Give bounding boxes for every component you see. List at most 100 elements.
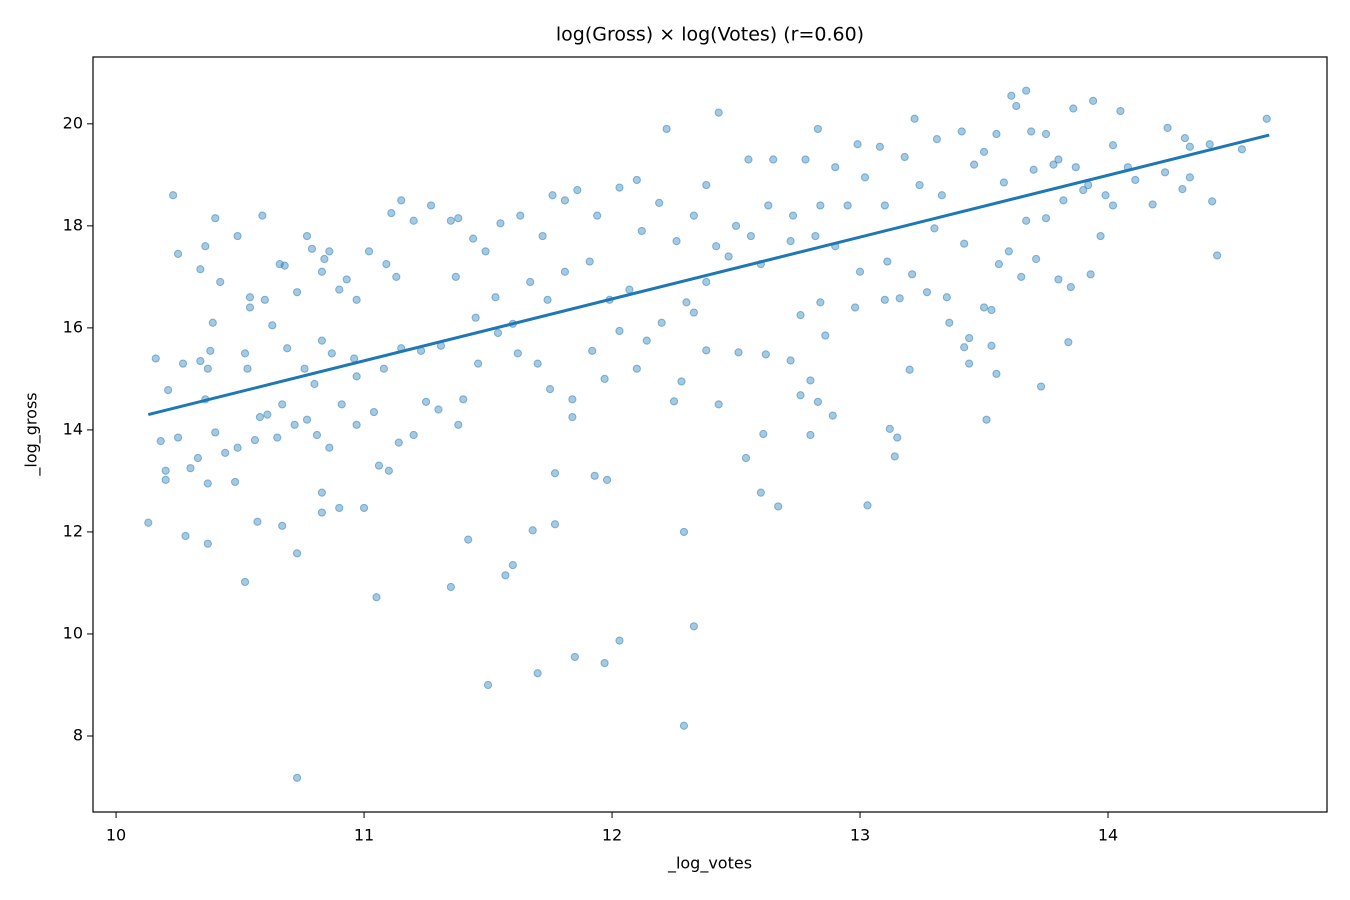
scatter-point: [1096, 231, 1105, 241]
scatter-point: [850, 303, 860, 312]
x-tick-label: 13: [850, 826, 870, 845]
scatter-point: [372, 593, 381, 602]
scatter-point: [193, 453, 202, 463]
scatter-point: [1205, 140, 1214, 149]
scatter-point: [483, 680, 493, 690]
scatter-point: [501, 571, 510, 580]
scatter-point: [637, 226, 646, 236]
scatter-point: [816, 298, 825, 307]
scatter-point: [196, 356, 205, 366]
scatter-point: [233, 231, 242, 241]
scatter-point: [312, 430, 322, 440]
scatter-point: [1007, 91, 1016, 100]
scatter-point: [1022, 216, 1031, 225]
scatter-point: [786, 237, 795, 246]
scatter-point: [957, 127, 966, 136]
scatter-point: [1041, 129, 1051, 139]
scatter-point: [392, 272, 401, 281]
scatter-point: [759, 429, 768, 439]
y-tick-label: 18: [63, 215, 83, 234]
scatter-point: [910, 114, 919, 123]
scatter-point: [816, 201, 825, 210]
scatter-point: [164, 386, 173, 395]
scatter-point: [1108, 141, 1118, 150]
scatter-point: [250, 436, 260, 445]
scatter-point: [342, 275, 351, 284]
scatter-point: [464, 535, 473, 544]
scatter-point: [1178, 185, 1187, 194]
scatter-point: [474, 359, 483, 368]
scatter-point: [394, 438, 403, 447]
scatter-point: [801, 155, 810, 164]
scatter-point: [446, 582, 455, 592]
scatter-point: [590, 471, 599, 480]
scatter-point: [397, 196, 406, 205]
scatter-point: [327, 349, 336, 358]
scatter-point: [821, 331, 830, 340]
scatter-point: [930, 224, 939, 233]
scatter-point: [1066, 282, 1075, 292]
scatter-point: [682, 298, 691, 307]
fit-line: [147, 133, 1270, 417]
scatter-point: [1116, 106, 1125, 116]
scatter-point: [965, 359, 974, 368]
scatter-point: [451, 272, 460, 281]
scatter-point: [255, 413, 264, 422]
scatter-point: [965, 333, 974, 343]
scatter-point: [677, 377, 686, 386]
scatter-point: [352, 372, 361, 381]
scatter-point: [568, 395, 577, 404]
scatter-point: [300, 364, 309, 373]
scatter-point: [741, 453, 751, 463]
scatter-point: [1084, 180, 1093, 190]
scatter-point: [979, 303, 989, 312]
y-tick-label: 14: [63, 419, 83, 438]
scatter-point: [662, 124, 671, 134]
scatter-point: [260, 295, 269, 304]
scatter-point: [382, 260, 391, 269]
scatter-point: [292, 288, 302, 297]
scatter-point: [806, 376, 815, 385]
scatter-point: [702, 346, 711, 355]
scatter-point: [890, 452, 899, 461]
x-axis-label: _log_votes: [667, 854, 752, 874]
scatter-point: [960, 239, 969, 248]
scatter-point: [233, 443, 242, 452]
scatter-point: [1059, 196, 1068, 205]
scatter-point: [409, 216, 418, 225]
y-tick-label: 20: [63, 113, 83, 132]
scatter-point: [1041, 214, 1051, 223]
scatter-point: [702, 277, 711, 287]
scatter-point: [310, 379, 319, 389]
scatter-point: [908, 270, 917, 279]
x-tick-label: 12: [602, 826, 622, 845]
y-tick-label: 10: [63, 623, 83, 642]
scatter-point: [493, 328, 503, 338]
scatter-point: [513, 349, 522, 358]
scatter-point: [481, 247, 490, 256]
scatter-point: [843, 201, 852, 210]
scatter-point: [178, 359, 188, 368]
scatter-point: [454, 420, 463, 429]
scatter-point: [335, 285, 344, 294]
scatter-point: [156, 437, 165, 446]
scatter-point: [1262, 114, 1271, 123]
scatter-point: [352, 420, 361, 429]
scatter-point: [992, 129, 1001, 139]
scatter-point: [181, 531, 190, 541]
scatter-point: [173, 433, 183, 442]
scatter-point: [278, 521, 287, 530]
scatter-point: [769, 155, 778, 164]
scatter-point: [253, 517, 262, 526]
scatter-point: [1213, 251, 1222, 260]
scatter-point: [615, 326, 624, 336]
scatter-point: [788, 211, 798, 220]
scatter-point: [905, 365, 914, 374]
scatter-point: [1163, 123, 1172, 133]
scatter-point: [203, 364, 212, 373]
scatter-point: [600, 374, 609, 383]
scatter-point: [999, 178, 1008, 187]
scatter-point: [811, 231, 820, 241]
scatter-point: [689, 308, 698, 317]
x-tick-label: 14: [1098, 826, 1118, 845]
